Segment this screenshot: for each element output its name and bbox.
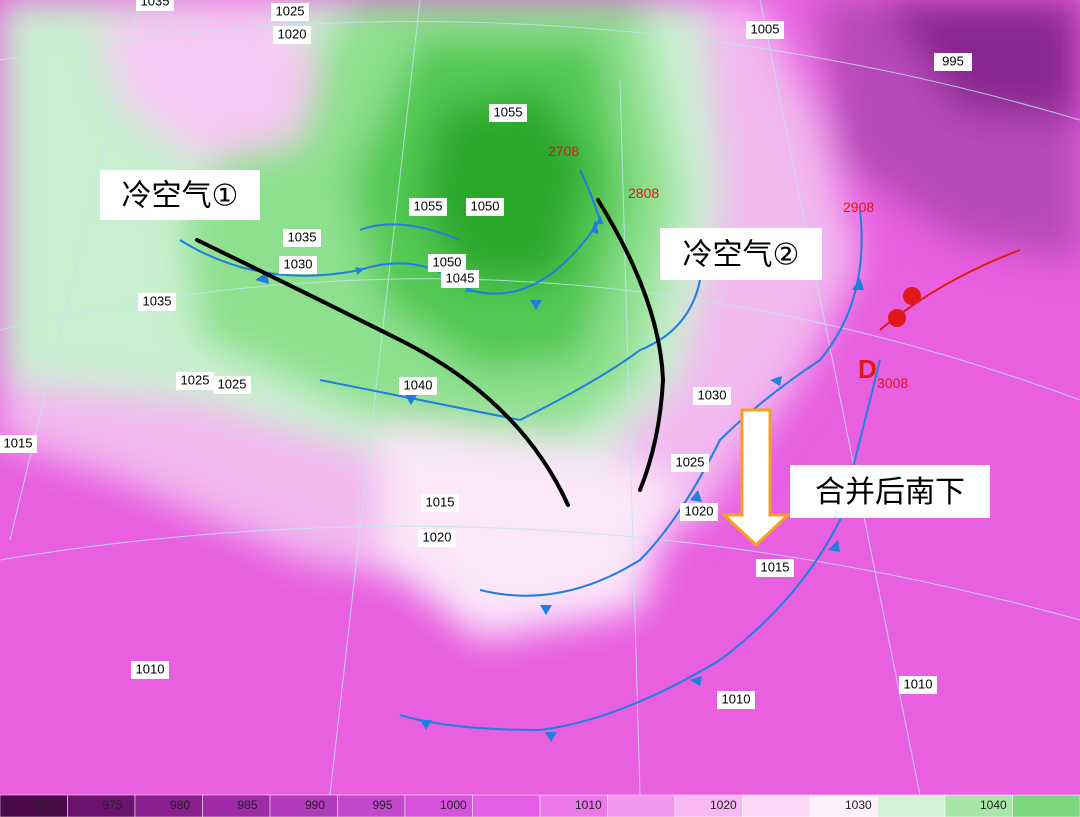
- isobar-label: 1020: [278, 26, 307, 41]
- isobar-label-box: [671, 454, 709, 472]
- annotation-box: [100, 170, 260, 220]
- isobar-label-box: [399, 377, 437, 395]
- colorbar-label: 1010: [575, 798, 602, 812]
- isobar-label-box: [138, 293, 176, 311]
- isobar-label: 995: [942, 53, 964, 68]
- isobar-label: 1050: [471, 198, 500, 213]
- low-symbol: D: [858, 354, 877, 384]
- isobar-label: 1050: [433, 254, 462, 269]
- colorbar-segment: [0, 794, 68, 817]
- low-time: 3008: [877, 375, 908, 391]
- colorbar-segment: [472, 794, 541, 817]
- isobar-label-box: [680, 503, 718, 521]
- colorbar-label: 990: [305, 798, 325, 812]
- isobar-label: 1030: [284, 256, 313, 271]
- colorbar-segment: [1012, 794, 1080, 817]
- isobar-label-box: [899, 676, 937, 694]
- isobar-label-box: [421, 494, 459, 512]
- isobar-label-box: [273, 26, 311, 44]
- colorbar-segment: [607, 794, 676, 817]
- colorbar-label: 1000: [440, 798, 467, 812]
- annotation: 冷空气②: [683, 238, 800, 273]
- annotation: 冷空气①: [122, 179, 239, 214]
- colorbar: 970 975 980 985 990 995 1000 1010 1020 1030 1040: [0, 794, 1080, 817]
- isobar-label-box: [466, 198, 504, 216]
- isobar-label: 1015: [426, 494, 455, 509]
- front-time: 2708: [548, 143, 579, 159]
- isobar-label: 1055: [494, 104, 523, 119]
- annotation: 合并后南下: [815, 475, 965, 510]
- isobar-label-box: [934, 53, 972, 71]
- warm-front: [879, 249, 1021, 331]
- colorbar-label: 1020: [710, 798, 737, 812]
- colorbar-label: 975: [103, 798, 123, 812]
- isobar-label: 1010: [136, 661, 165, 676]
- colorbar-segment: [134, 794, 203, 817]
- isobar-label: 1005: [751, 21, 780, 36]
- isobar-label-box: [489, 104, 527, 122]
- isobar-label: 1045: [446, 270, 475, 285]
- colorbar-label: 1040: [980, 798, 1007, 812]
- colorbar-segment: [337, 794, 406, 817]
- colorbar-label: 1030: [845, 798, 872, 812]
- isobar-label: 1025: [218, 376, 247, 391]
- labels: 1035 1025 1020 1005 995 1055 1055 1050 1035 1030 1…: [0, 0, 990, 709]
- isobar-label-box: [0, 435, 37, 453]
- isobar-label: 1040: [404, 377, 433, 392]
- isobar-label-box: [746, 21, 784, 39]
- front-time: 2808: [628, 185, 659, 201]
- isobar-label-box: [441, 270, 479, 288]
- isobar-label: 1025: [676, 454, 705, 469]
- colorbar-label: 995: [373, 798, 393, 812]
- isobar-label-box: [717, 691, 755, 709]
- trough-lines: [195, 198, 666, 507]
- isobar-label: 1020: [423, 529, 452, 544]
- colorbar-label: 985: [238, 798, 258, 812]
- southward-arrow: [720, 408, 792, 548]
- isobar-label: 1035: [143, 293, 172, 308]
- colorbar-label: 980: [170, 798, 190, 812]
- colorbar-segment: [269, 794, 338, 817]
- isobar-label-box: [213, 376, 251, 394]
- annotation-box: [790, 465, 990, 518]
- isobar-label-box: [271, 3, 309, 21]
- isobar-label: 1035: [141, 0, 170, 8]
- isobar-label-box: [279, 256, 317, 274]
- isobar-label: 1010: [904, 676, 933, 691]
- annotation-box: [660, 228, 822, 280]
- isobar-label: 1010: [722, 691, 751, 706]
- isobar-label: 1015: [761, 559, 790, 574]
- isobar-label-box: [418, 529, 456, 547]
- isobar-label: 1055: [414, 198, 443, 213]
- isobar-label: 1025: [181, 372, 210, 387]
- front-markers: [255, 220, 864, 742]
- isobar-label-box: [176, 372, 214, 390]
- colorbar-segment: [877, 794, 946, 817]
- isobar-label: 1035: [288, 229, 317, 244]
- isobar-label-box: [283, 229, 321, 247]
- colorbar-segment: [742, 794, 811, 817]
- isobar-label-box: [136, 0, 174, 11]
- isobar-label: 1025: [276, 3, 305, 18]
- isobar-label-box: [756, 559, 794, 577]
- isobar-label-box: [409, 198, 447, 216]
- isobar-label-box: [428, 254, 466, 272]
- front-time: 2908: [843, 199, 874, 215]
- colorbar-label: 970: [35, 798, 55, 812]
- isobar-label: 1030: [698, 387, 727, 402]
- isobar-label-box: [131, 661, 169, 679]
- isobar-label: 1020: [685, 503, 714, 518]
- colorbar-segment: [67, 794, 136, 817]
- colorbar-segment: [202, 794, 271, 817]
- isobar-label-box: [693, 387, 731, 405]
- isobar-label: 1015: [4, 435, 33, 450]
